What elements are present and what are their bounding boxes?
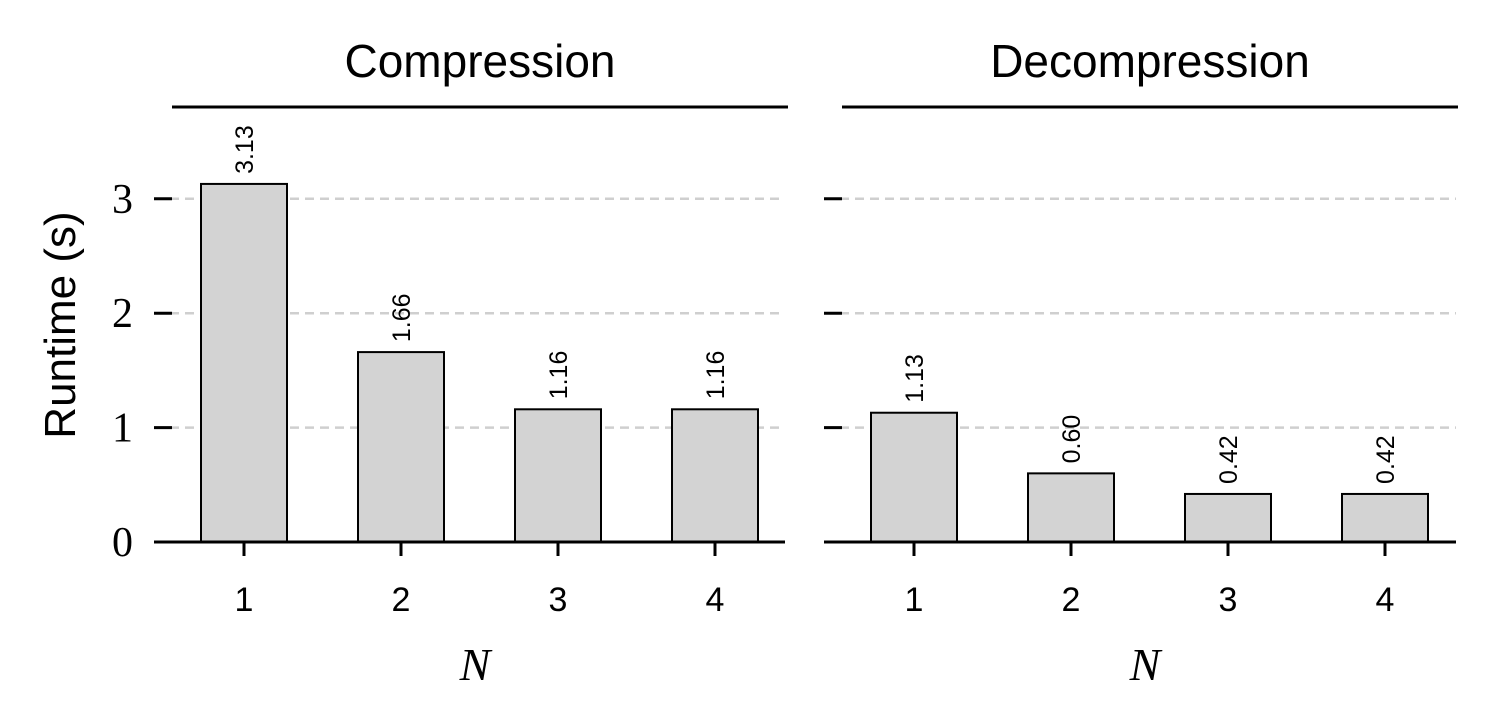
xtick-label: 4: [1376, 581, 1395, 619]
x-axis-label: N: [1129, 639, 1163, 690]
xtick-label: 2: [392, 581, 411, 619]
ytick-label: 3: [112, 177, 133, 223]
xtick-label: 3: [1219, 581, 1238, 619]
bar-value-label: 1.13: [901, 354, 929, 403]
bar-2: [357, 351, 445, 544]
chart-panel-1: Compression 3.13 1 1.66 2 1.16 3 1.16 4 0 1 2 3 N Runt…: [36, 35, 788, 690]
xtick-label: 3: [549, 581, 568, 619]
chart-panel-2: Decompression 1.13 1 0.60 2 0.42 3 0.42 4 N: [824, 35, 1458, 690]
bar-value-label: 1.66: [388, 293, 416, 342]
panel-title: Decompression: [990, 35, 1310, 87]
bar-1: [200, 182, 288, 543]
bar-value-label: 1.16: [545, 351, 573, 400]
bar-value-label: 1.16: [702, 351, 730, 400]
bar-value-label: 0.60: [1058, 415, 1086, 464]
x-axis-label: N: [459, 639, 493, 690]
bar-2: [1027, 472, 1115, 543]
xtick-label: 1: [905, 581, 924, 619]
xtick-label: 1: [235, 581, 254, 619]
ytick-label: 0: [112, 520, 133, 566]
bar-4: [1341, 492, 1429, 543]
bar-1: [870, 411, 958, 543]
bar-3: [1184, 492, 1272, 543]
bar-4: [671, 408, 759, 543]
y-axis-label: Runtime (s): [36, 211, 85, 438]
bar-value-label: 0.42: [1215, 435, 1243, 484]
bar-value-label: 3.13: [231, 125, 259, 174]
ytick-label: 1: [112, 406, 133, 452]
bar-value-label: 0.42: [1372, 435, 1400, 484]
xtick-label: 4: [706, 581, 725, 619]
ytick-label: 2: [112, 291, 133, 337]
xtick-label: 2: [1062, 581, 1081, 619]
bar-3: [514, 408, 602, 543]
panel-title: Compression: [345, 35, 616, 87]
